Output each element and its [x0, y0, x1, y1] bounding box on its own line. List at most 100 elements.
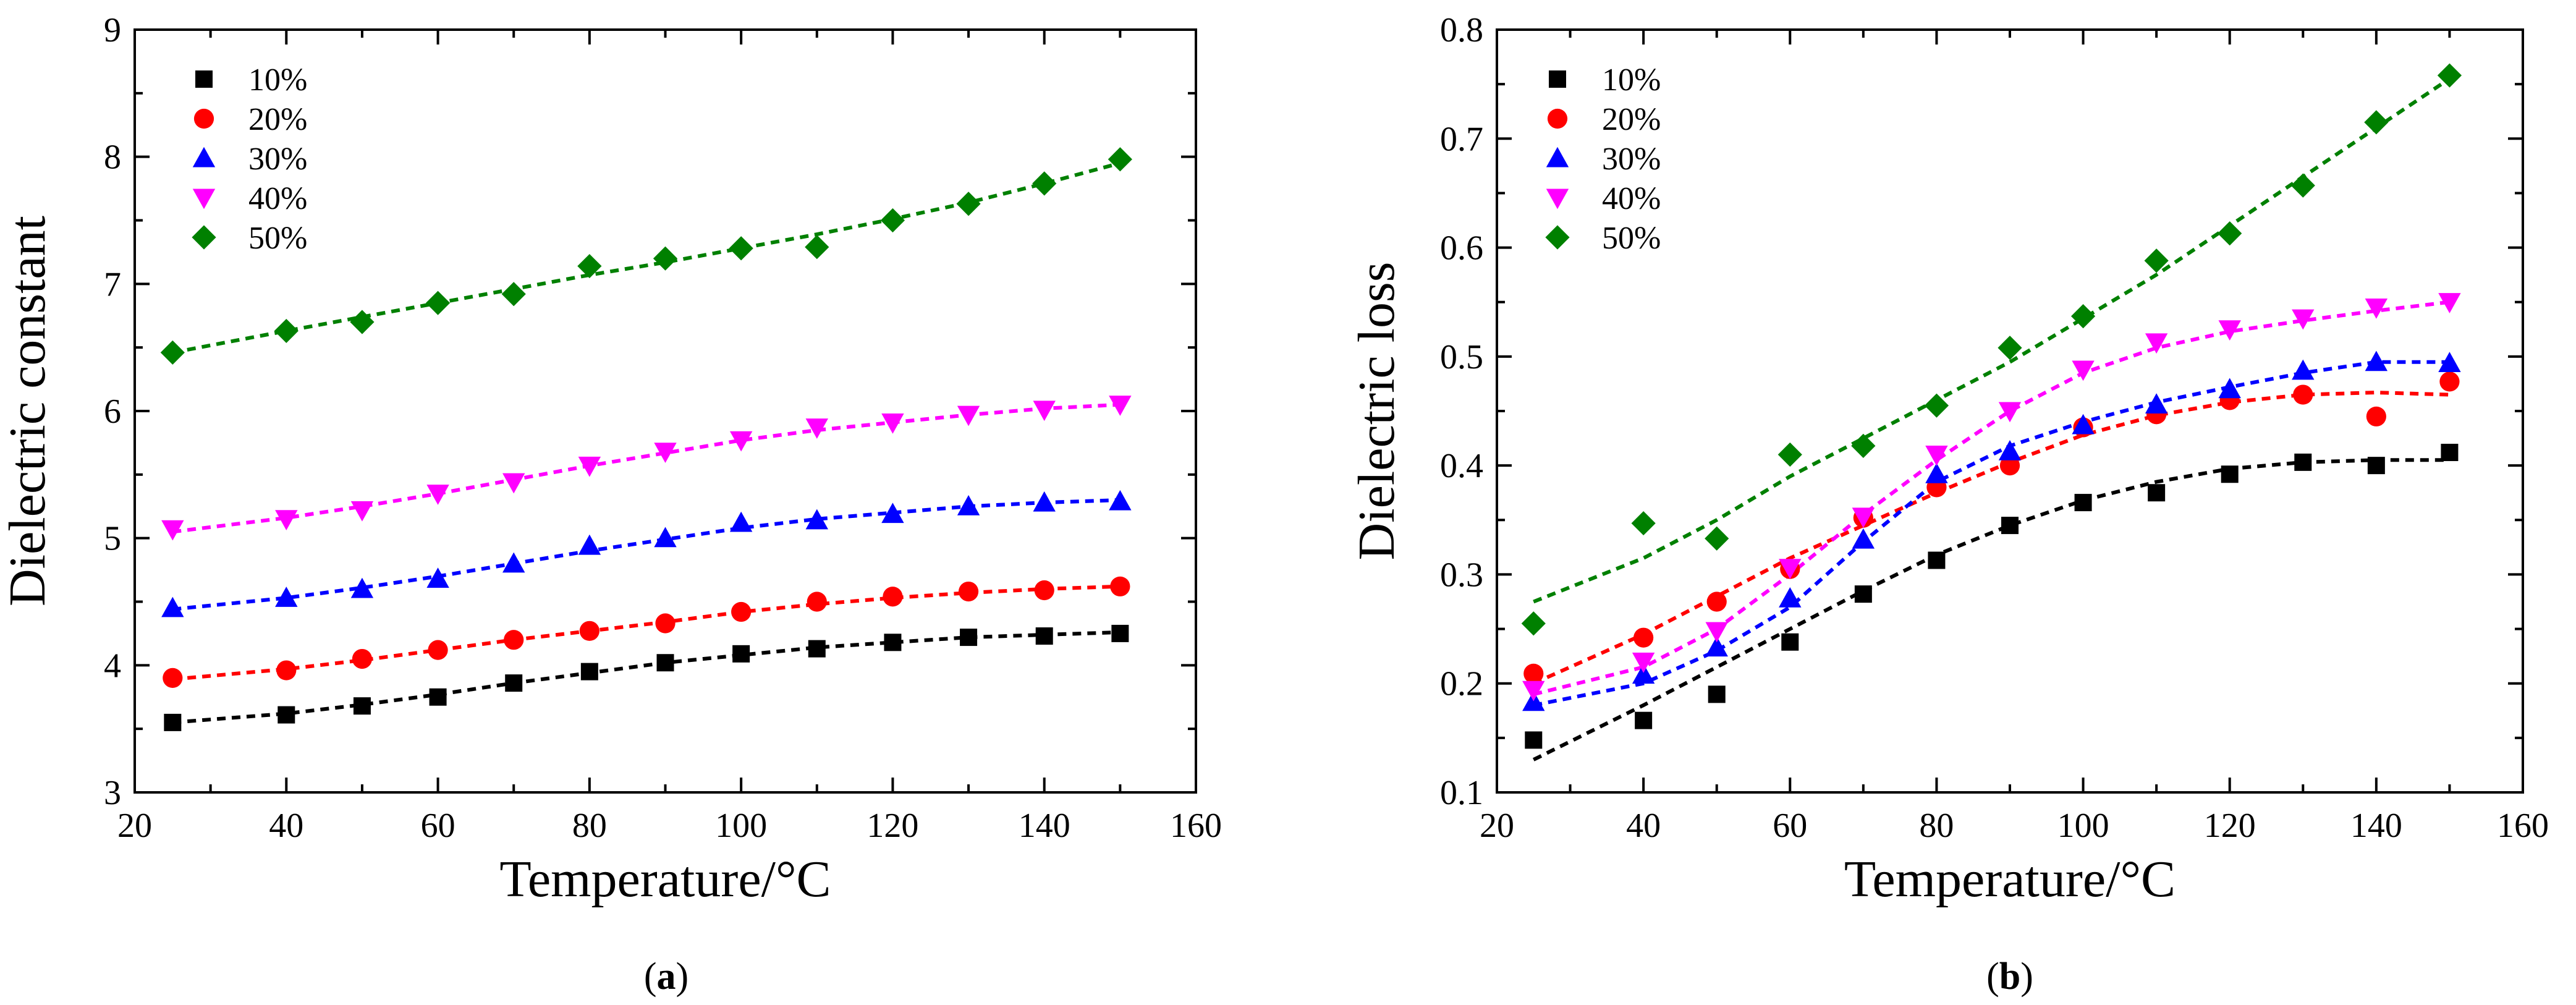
y-tick-label: 6 [104, 392, 121, 431]
data-point-20pct [2293, 384, 2313, 405]
data-point-40pct [957, 405, 980, 426]
y-axis-label: Dielectric loss [1348, 262, 1405, 561]
data-point-10pct [164, 713, 182, 731]
data-point-10pct [429, 688, 447, 706]
data-point-20pct [428, 640, 448, 660]
data-point-10pct [278, 706, 295, 724]
data-point-50pct [1032, 171, 1057, 196]
data-point-40pct [1852, 507, 1875, 528]
data-point-10pct [353, 697, 371, 715]
data-point-30pct [1632, 663, 1655, 684]
data-point-50pct [2437, 63, 2462, 88]
data-point-30pct [957, 495, 980, 515]
data-point-50pct [1521, 611, 1546, 636]
data-point-40pct [1033, 401, 1056, 422]
data-point-30pct [1705, 636, 1728, 657]
fit-line-10pct [1532, 458, 2450, 761]
data-point-50pct [880, 208, 905, 233]
x-tick-label: 100 [2057, 807, 2109, 845]
data-point-10pct [1635, 711, 1653, 729]
legend-marker-40pct [192, 189, 216, 210]
data-point-30pct [1852, 528, 1875, 549]
legend-entry-label: 50% [248, 221, 307, 256]
data-point-50pct [1631, 511, 1656, 536]
legend-entry-label: 50% [1602, 221, 1661, 256]
data-point-40pct [2145, 333, 2168, 354]
data-point-10pct [2074, 494, 2092, 512]
x-axis-label: Temperature/°C [1844, 850, 2176, 908]
x-tick-label: 160 [2497, 807, 2549, 845]
data-point-20pct [504, 630, 524, 650]
data-point-40pct [350, 501, 374, 522]
data-point-30pct [2292, 359, 2315, 380]
data-point-40pct [1998, 402, 2022, 423]
y-tick-label: 3 [104, 774, 121, 812]
data-point-50pct [653, 246, 678, 271]
data-point-40pct [881, 413, 904, 434]
data-point-30pct [1109, 490, 1132, 511]
legend-entry-label: 10% [248, 62, 307, 98]
data-point-40pct [729, 431, 753, 452]
data-point-50pct [1108, 147, 1132, 172]
data-point-40pct [502, 473, 525, 494]
data-point-30pct [2072, 413, 2095, 435]
legend-marker-10pct [195, 70, 213, 88]
x-tick-label: 120 [2204, 807, 2256, 845]
data-point-40pct [2292, 309, 2315, 330]
data-point-20pct [1999, 456, 2020, 476]
legend-entry-label: 30% [248, 142, 307, 177]
data-point-10pct [1708, 685, 1726, 703]
x-tick-label: 80 [572, 807, 607, 845]
data-point-30pct [1998, 440, 2022, 460]
x-tick-label: 60 [421, 807, 455, 845]
data-point-30pct [1033, 491, 1056, 512]
data-point-40pct [805, 418, 828, 439]
data-point-20pct [276, 660, 297, 681]
data-point-10pct [2148, 484, 2166, 502]
data-point-50pct [805, 235, 829, 260]
data-point-40pct [2218, 320, 2241, 341]
fit-line-50pct [1533, 77, 2451, 604]
data-point-50pct [2364, 110, 2389, 135]
data-point-10pct [656, 654, 674, 672]
data-point-10pct [1035, 627, 1053, 645]
x-tick-label: 60 [1773, 807, 1807, 845]
y-tick-label: 9 [104, 11, 121, 49]
panel-label: (a) [644, 956, 688, 998]
y-tick-label: 7 [104, 265, 121, 303]
y-tick-label: 5 [104, 520, 121, 558]
data-point-30pct [1779, 587, 1802, 608]
data-point-30pct [502, 552, 525, 573]
data-point-50pct [350, 310, 375, 334]
data-point-30pct [805, 509, 828, 530]
legend: 10% 20% 30% 40% 50% [192, 62, 307, 256]
data-point-20pct [2366, 406, 2386, 426]
legend-marker-50pct [1545, 225, 1570, 250]
data-point-30pct [578, 534, 601, 555]
x-tick-label: 20 [117, 807, 152, 845]
data-point-40pct [654, 443, 677, 464]
legend-marker-50pct [192, 225, 216, 250]
y-tick-label: 0.1 [1440, 774, 1483, 812]
data-point-50pct [1924, 393, 1949, 418]
data-point-40pct [161, 520, 184, 541]
data-point-20pct [1706, 592, 1727, 612]
data-point-50pct [1851, 433, 1876, 459]
legend-entry-label: 40% [1602, 181, 1661, 216]
x-tick-label: 20 [1480, 807, 1514, 845]
legend: 10% 20% 30% 40% 50% [1545, 62, 1661, 256]
data-point-20pct [958, 581, 979, 602]
data-point-10pct [960, 629, 978, 647]
data-point-10pct [2441, 443, 2459, 461]
fit-line-10pct [172, 630, 1121, 724]
legend-entry-label: 20% [1602, 102, 1661, 137]
data-point-50pct [2144, 248, 2169, 273]
data-point-50pct [1777, 442, 1802, 467]
data-point-40pct [1925, 445, 1948, 466]
data-point-20pct [731, 601, 752, 622]
y-tick-label: 0.8 [1440, 11, 1483, 49]
data-point-40pct [1779, 559, 1802, 580]
data-point-20pct [352, 648, 373, 669]
data-point-50pct [425, 290, 451, 315]
